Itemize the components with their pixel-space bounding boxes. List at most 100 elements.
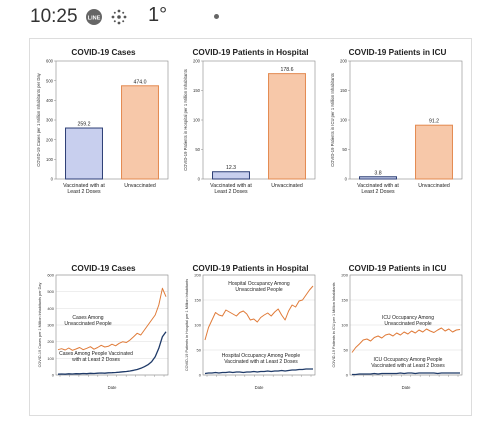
y-tick-label: 100: [341, 323, 348, 328]
y-tick-label: 200: [46, 137, 54, 142]
bar-value-label: 474.0: [134, 79, 147, 85]
bar-value-label: 259.2: [78, 122, 91, 128]
panel-cases-line: COVID-19 Cases 0 100 200 300 400 500 600 COVID-…: [30, 257, 177, 413]
y-tick-label: 150: [340, 88, 348, 93]
y-tick-label: 150: [341, 298, 348, 303]
bar-value-label: 3.8: [374, 170, 381, 176]
series-line: [204, 285, 314, 341]
y-tick-label: 50: [195, 147, 200, 152]
y-tick-label: 100: [194, 323, 201, 328]
series-annotation: Cases Among People Vaccinated with at Lea…: [59, 351, 133, 363]
bar: [121, 85, 159, 180]
bar: [415, 124, 453, 180]
chart-icu-line: 0 50 100 150 200 COVID-19 Patients in ICU per…: [332, 273, 463, 390]
series-line: [351, 327, 461, 353]
bar-value-label: 178.6: [281, 67, 294, 73]
bar: [359, 176, 397, 180]
panel-hospital-line: COVID-19 Patients in Hospital 0 50 100 150 2…: [177, 257, 324, 413]
y-axis-label: COVID-19 Patients in ICU per 1 Million I…: [330, 73, 335, 167]
x-category-label: Unvaccinated: [124, 183, 156, 189]
status-time: 10:25: [30, 6, 78, 27]
y-tick-label: 50: [197, 348, 202, 353]
bar: [212, 171, 250, 180]
series-line: [352, 372, 460, 376]
x-category-label: Vaccinated with at Least 2 Doses: [63, 183, 105, 195]
y-tick-label: 400: [47, 306, 54, 311]
series-annotation: Cases Among Unvaccinated People: [64, 315, 111, 327]
panel-cases-bar: COVID-19 Cases 0 100 200 300 400 500 600 COVID-…: [30, 39, 177, 217]
plot-frame: [55, 274, 169, 376]
x-category-label: Vaccinated with at Least 2 Doses: [210, 183, 252, 195]
x-axis-label: Date: [108, 385, 118, 390]
bar-value-label: 12.3: [226, 165, 236, 171]
y-tick-label: 300: [47, 323, 54, 328]
y-tick-label: 600: [47, 273, 54, 278]
weather-app-icon: [110, 8, 128, 31]
y-tick-label: 100: [46, 157, 54, 162]
chart-title: COVID-19 Cases: [71, 264, 136, 273]
plot-frame: [349, 274, 463, 376]
y-tick-label: 100: [47, 356, 54, 361]
status-bar: 10:25 LINE 1°: [0, 0, 500, 34]
y-tick-label: 500: [46, 78, 54, 83]
svg-text:LINE: LINE: [88, 16, 101, 22]
chart-cases-line: 0 100 200 300 400 500 600 COVID-19 Cases per 1 …: [38, 273, 169, 390]
y-tick-label: 0: [198, 177, 201, 182]
y-axis-label: COVID-19 Cases per 1 Million Inhabitants…: [36, 72, 41, 166]
chart-cases-bar: 0 100 200 300 400 500 600 COVID-19 Cases per 1 …: [36, 59, 169, 195]
y-axis-label: COVID-19 Patients in ICU per 1 Million I…: [332, 282, 336, 367]
series-line: [204, 368, 313, 375]
y-tick-label: 50: [342, 147, 347, 152]
series-annotation: Hospital Occupancy Among Unvaccinated Peo…: [228, 281, 290, 293]
y-axis-label: COVID-19 Patients in Hospital per 1 Mill…: [183, 69, 188, 171]
y-tick-label: 0: [51, 177, 54, 182]
y-tick-label: 100: [193, 118, 201, 123]
y-tick-label: 500: [47, 289, 54, 294]
y-tick-label: 150: [194, 298, 201, 303]
y-tick-label: 0: [199, 373, 202, 378]
panel-icu-bar: COVID-19 Patients in ICU 0 50 100 150 200 COV…: [324, 39, 471, 217]
x-category-label: Unvaccinated: [271, 183, 303, 189]
chart-hospital-line: 0 50 100 150 200 COVID-19 Patients in Hospita…: [185, 273, 316, 390]
y-tick-label: 400: [46, 98, 54, 103]
y-tick-label: 200: [341, 273, 348, 278]
y-tick-label: 200: [340, 59, 348, 64]
panel-hospital-bar: COVID-19 Patients in Hospital 0 50 100 150 2…: [177, 39, 324, 217]
plot-frame: [202, 274, 316, 376]
chart-title: COVID-19 Patients in ICU: [348, 48, 447, 57]
chart-icu-bar: 0 50 100 150 200 COVID-19 Patients in ICU per…: [330, 59, 463, 195]
x-axis-label: Date: [402, 385, 412, 390]
chart-title: COVID-19 Patients in ICU: [348, 264, 447, 273]
series-line: [57, 287, 167, 351]
y-axis-label: COVID-19 Patients in Hospital per 1 Mill…: [185, 279, 189, 371]
status-temperature: 1°: [148, 4, 168, 26]
series-annotation: ICU Occupancy Among People Vaccinated wit…: [371, 357, 445, 369]
y-tick-label: 200: [194, 273, 201, 278]
series-annotation: Hospital Occupancy Among People Vaccinate…: [222, 353, 301, 365]
y-axis-label: COVID-19 Cases per 1 Million Inhabitants…: [38, 282, 42, 367]
y-tick-label: 0: [345, 177, 348, 182]
y-tick-label: 600: [46, 59, 54, 64]
panel-icu-line: COVID-19 Patients in ICU 0 50 100 150 200 COV…: [324, 257, 471, 413]
screenshot-image: COVID-19 Cases 0 100 200 300 400 500 600 COVID-…: [29, 38, 472, 416]
series-annotation: ICU Occupancy Among Unvaccinated People: [382, 315, 434, 327]
x-category-label: Vaccinated with at Least 2 Doses: [357, 183, 399, 195]
chart-title: COVID-19 Patients in Hospital: [192, 48, 309, 57]
x-category-label: Unvaccinated: [418, 183, 450, 189]
y-tick-label: 200: [193, 59, 201, 64]
y-tick-label: 300: [46, 118, 54, 123]
chart-title: COVID-19 Patients in Hospital: [192, 264, 309, 273]
bar: [268, 73, 306, 180]
y-tick-label: 50: [344, 348, 349, 353]
line-app-icon: LINE: [86, 9, 102, 30]
y-tick-label: 150: [193, 88, 201, 93]
y-tick-label: 200: [47, 339, 54, 344]
chart-hospital-bar: 0 50 100 150 200 COVID-19 Patients in Hospita…: [183, 59, 316, 195]
y-tick-label: 100: [340, 118, 348, 123]
series-line: [57, 331, 167, 375]
chart-title: COVID-19 Cases: [71, 48, 136, 57]
x-axis-label: Date: [255, 385, 265, 390]
bar-value-label: 91.2: [429, 119, 439, 125]
y-tick-label: 0: [52, 373, 55, 378]
dot-icon: [214, 14, 219, 19]
